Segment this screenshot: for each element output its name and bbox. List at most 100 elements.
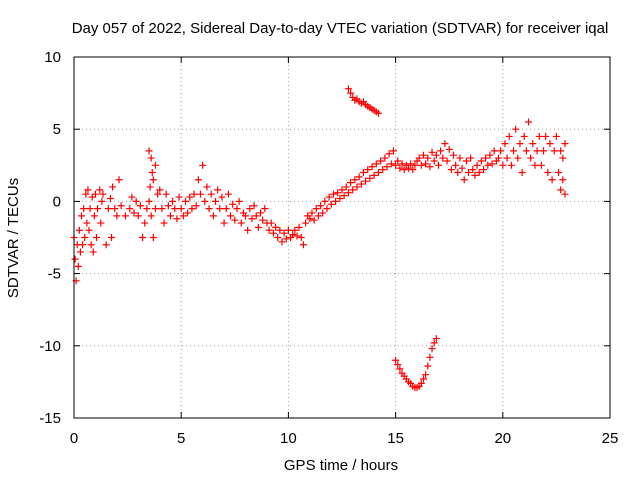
data-point — [297, 234, 305, 241]
data-point — [145, 147, 153, 155]
data-point — [409, 166, 417, 174]
data-point — [432, 151, 440, 159]
data-point — [121, 212, 129, 220]
data-point — [84, 186, 92, 194]
data-point — [85, 226, 93, 234]
data-point — [383, 163, 391, 171]
data-point — [93, 234, 101, 241]
data-point — [419, 375, 427, 383]
data-point — [561, 140, 569, 148]
x-axis-label: GPS time / hours — [284, 457, 398, 474]
data-point — [495, 154, 503, 162]
data-point — [261, 205, 269, 213]
data-point — [559, 176, 567, 184]
data-point — [364, 166, 372, 174]
data-point — [462, 157, 470, 165]
data-point — [75, 226, 83, 234]
data-point — [147, 212, 155, 220]
data-point — [353, 183, 361, 191]
data-point — [347, 89, 355, 97]
data-point — [347, 179, 355, 187]
data-point — [235, 197, 243, 205]
data-point — [312, 205, 320, 213]
data-point — [426, 353, 434, 361]
data-point — [218, 193, 226, 201]
data-point — [385, 150, 393, 158]
data-point — [497, 147, 505, 155]
data-point — [87, 241, 95, 249]
data-point — [550, 147, 558, 155]
data-point — [516, 140, 524, 148]
data-point — [117, 202, 125, 210]
data-point — [143, 205, 151, 213]
data-point — [377, 157, 385, 165]
axis-ticks: 0 5 10 15 20 25 -15 -10 -5 0 5 10 — [39, 49, 618, 447]
data-point — [154, 190, 162, 198]
data-point — [130, 209, 138, 217]
data-point — [482, 154, 490, 162]
data-points — [70, 85, 569, 392]
data-point — [156, 186, 164, 194]
y-axis-label: SDTVAR / TECUs — [5, 178, 22, 298]
data-point — [514, 154, 522, 162]
data-point — [426, 163, 434, 171]
data-point — [242, 212, 250, 220]
data-point — [233, 205, 241, 213]
data-point — [527, 154, 535, 162]
data-point — [151, 205, 159, 213]
data-point — [128, 193, 136, 201]
data-point — [199, 161, 207, 169]
data-point — [250, 202, 258, 210]
data-point — [82, 190, 90, 198]
data-point — [269, 229, 277, 237]
data-point — [557, 147, 565, 155]
data-point — [404, 164, 412, 172]
data-point — [102, 241, 110, 249]
data-point — [473, 161, 481, 169]
data-point — [355, 173, 363, 181]
data-point — [325, 193, 333, 201]
data-point — [505, 132, 513, 140]
data-point — [520, 132, 528, 140]
data-point — [471, 171, 479, 179]
data-point — [267, 219, 275, 227]
data-point — [109, 183, 117, 191]
data-point — [246, 205, 254, 213]
data-point — [533, 147, 541, 155]
y-tick-label: -10 — [39, 338, 61, 355]
data-point — [79, 241, 87, 249]
data-point — [74, 262, 82, 270]
data-point — [460, 176, 468, 184]
data-point — [525, 118, 533, 126]
data-point — [229, 200, 237, 208]
data-point — [522, 147, 530, 155]
data-point — [164, 202, 172, 210]
data-point — [149, 234, 157, 241]
data-point — [81, 234, 89, 241]
data-point — [201, 197, 209, 205]
data-point — [162, 190, 170, 198]
data-point — [134, 212, 142, 220]
data-point — [89, 248, 97, 256]
x-tick-label: 20 — [494, 430, 511, 447]
data-point — [166, 212, 174, 220]
data-point — [447, 166, 455, 174]
data-point — [422, 160, 430, 168]
data-point — [179, 212, 187, 220]
data-point — [430, 339, 438, 347]
data-point — [83, 219, 91, 227]
data-point — [458, 164, 466, 172]
data-point — [537, 161, 545, 169]
data-point — [501, 140, 509, 148]
data-point — [362, 177, 370, 185]
data-point — [486, 151, 494, 159]
data-point — [417, 379, 425, 387]
data-point — [411, 161, 419, 169]
data-point — [184, 209, 192, 217]
data-point — [214, 186, 222, 194]
data-point — [336, 195, 344, 203]
data-point — [98, 197, 106, 205]
data-point — [490, 147, 498, 155]
